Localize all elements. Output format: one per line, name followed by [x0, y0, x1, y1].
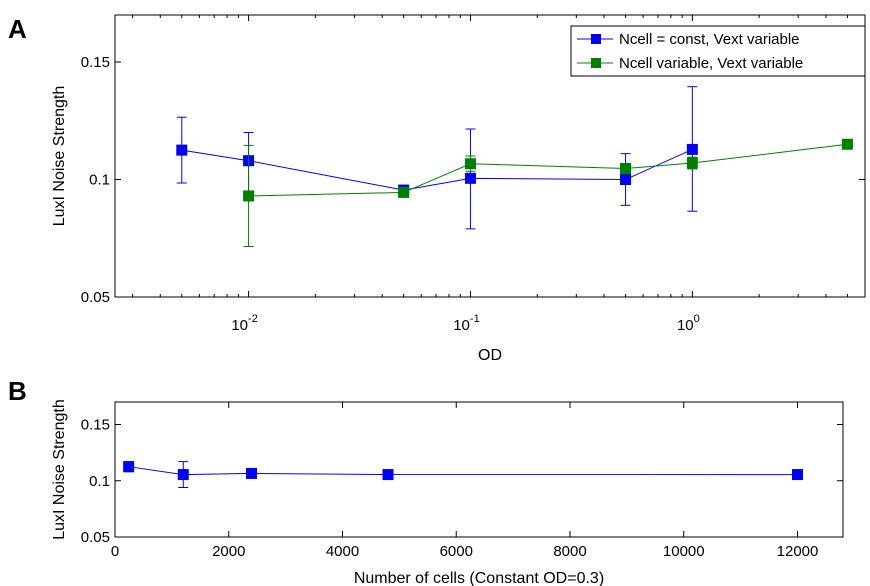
data-point — [686, 157, 698, 169]
y-axis-label: LuxI Noise Strength — [51, 86, 68, 227]
legend-marker — [591, 58, 601, 68]
y-axis-label: LuxI Noise Strength — [51, 399, 68, 540]
data-point — [464, 158, 476, 170]
data-point — [243, 190, 255, 202]
plot-frame — [114, 401, 844, 538]
series-line — [181, 148, 693, 191]
data-point — [246, 467, 257, 479]
legend-label: Ncell variable, Vext variable — [619, 55, 803, 72]
panel-letter-b: B — [8, 376, 27, 406]
legend-box — [570, 25, 866, 77]
y-tick-label: 0.15 — [81, 54, 110, 71]
x-tick-label: 0 — [111, 543, 119, 560]
panel-letter-a: A — [8, 14, 27, 44]
chart-panel-b: 0 2000 4000 6000 8000 10000 12000 0.05 0.1 0.15 Nu… — [51, 399, 844, 586]
data-point — [620, 174, 632, 185]
data-point — [177, 469, 189, 481]
x-tick-label: 100 — [677, 313, 700, 334]
series-line — [128, 466, 798, 476]
series-2 — [243, 138, 853, 247]
x-tick-label: 6000 — [440, 543, 473, 560]
x-tick-label: 12000 — [777, 543, 819, 560]
data-point — [398, 186, 410, 198]
y-tick-label: 0.15 — [81, 417, 110, 434]
data-point — [464, 172, 476, 184]
data-point — [176, 144, 188, 156]
x-tick-base: 10 — [453, 317, 470, 334]
x-tick-label: 2000 — [212, 543, 245, 560]
x-tick-exponent: 0 — [694, 313, 700, 325]
y-tick-label: 0.05 — [81, 289, 110, 306]
data-point — [123, 461, 135, 473]
legend: Ncell = const, Vext variable Ncell variab… — [570, 25, 866, 77]
legend-marker — [591, 34, 601, 44]
x-axis-label: Number of cells (Constant OD=0.3) — [354, 570, 604, 586]
series-line — [248, 143, 848, 197]
x-tick-base: 10 — [231, 317, 248, 334]
data-point — [686, 143, 698, 155]
y-tick-label: 0.1 — [89, 473, 110, 490]
series-1 — [123, 461, 803, 488]
data-point — [792, 469, 803, 481]
x-tick-label: 4000 — [326, 543, 359, 560]
x-axis-label: OD — [478, 347, 502, 364]
x-tick-label: 10-2 — [231, 313, 257, 334]
x-tick-base: 10 — [677, 317, 694, 334]
y-tick-label: 0.1 — [89, 172, 110, 189]
plot-frame — [114, 14, 866, 298]
legend-label: Ncell = const, Vext variable — [619, 31, 800, 48]
series-1 — [176, 86, 698, 230]
data-point — [620, 162, 632, 174]
x-tick-exponent: -2 — [248, 313, 258, 325]
x-tick-label: 10000 — [663, 543, 705, 560]
y-tick-label: 0.05 — [81, 529, 110, 546]
data-point — [841, 138, 853, 150]
data-point — [382, 469, 394, 481]
x-tick-exponent: -1 — [470, 313, 480, 325]
x-tick-label: 10-1 — [453, 313, 479, 334]
x-tick-label: 8000 — [553, 543, 586, 560]
